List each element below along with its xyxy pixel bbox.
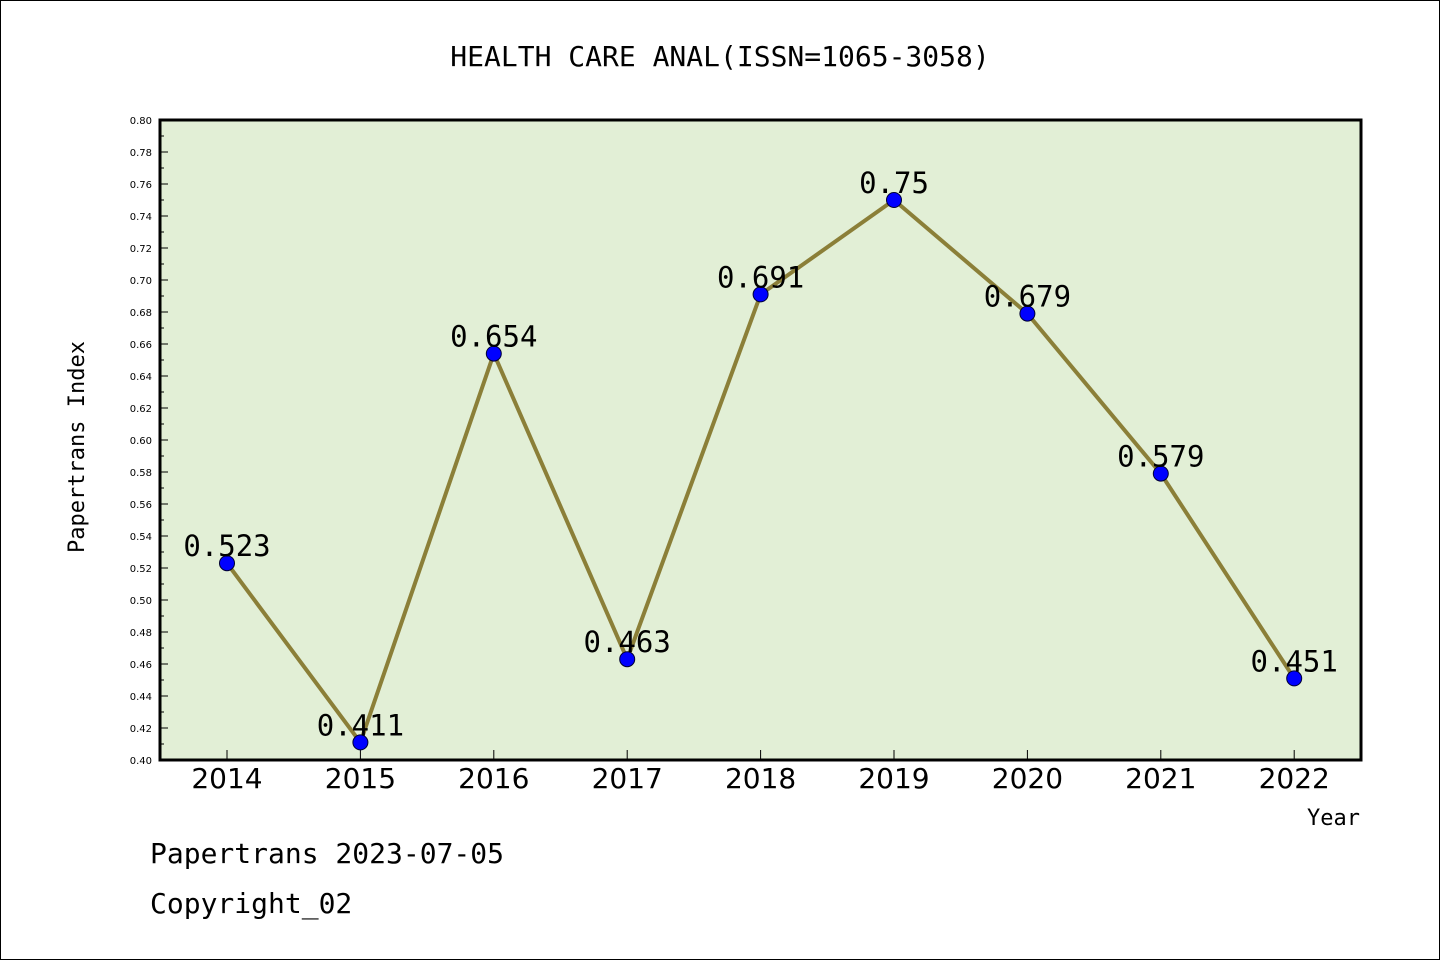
x-tick-label: 2015 (325, 762, 396, 795)
data-point (886, 192, 902, 208)
x-tick-label: 2022 (1259, 762, 1330, 795)
data-label: 0.654 (450, 320, 537, 354)
data-point (1152, 465, 1169, 482)
x-axis: 2014 2015 2016 2017 2018 2019 2020 2021 2022 (191, 750, 1330, 795)
y-tick-label: 0.62 (130, 404, 152, 415)
y-tick-label: 0.58 (130, 468, 152, 479)
y-tick-label: 0.60 (130, 436, 152, 447)
y-tick-label: 0.70 (130, 276, 152, 287)
data-point (752, 286, 769, 303)
data-point (619, 651, 636, 668)
data-label: 0.411 (317, 708, 404, 742)
y-tick-label: 0.46 (130, 660, 152, 671)
x-axis-label: Year (1307, 806, 1360, 831)
x-tick-label: 2014 (191, 762, 262, 795)
data-label: 0.451 (1251, 644, 1338, 678)
y-tick-label: 0.68 (130, 308, 152, 319)
y-tick-label: 0.72 (130, 244, 152, 255)
y-tick-label: 0.74 (130, 212, 152, 223)
y-axis: 0.40 0.42 0.44 0.46 0.48 0.50 0.52 0.54 0.56 0.58… (130, 116, 168, 767)
data-label: 0.679 (984, 280, 1071, 314)
footer-copyright: Copyright_02 (150, 887, 352, 921)
footer-date: Papertrans 2023-07-05 (150, 837, 504, 870)
y-tick-label: 0.50 (130, 596, 152, 607)
data-point (219, 555, 235, 572)
y-tick-label: 0.52 (130, 564, 152, 575)
x-tick-label: 2016 (458, 762, 529, 795)
y-axis-label: Papertrans Index (65, 341, 90, 553)
chart-title: HEALTH CARE ANAL(ISSN=1065-3058) (450, 40, 989, 73)
data-label: 0.75 (859, 166, 929, 200)
data-label: 0.579 (1117, 440, 1204, 474)
data-point (1286, 670, 1303, 687)
x-tick-label: 2020 (992, 762, 1063, 795)
data-label: 0.691 (717, 260, 804, 294)
x-tick-label: 2019 (858, 762, 929, 795)
y-tick-label: 0.54 (130, 532, 152, 543)
data-label: 0.523 (183, 529, 270, 563)
x-tick-label: 2018 (725, 762, 796, 795)
x-tick-label: 2017 (592, 762, 663, 795)
data-label: 0.463 (584, 625, 671, 659)
y-tick-label: 0.56 (130, 500, 152, 511)
data-point (352, 734, 369, 751)
y-tick-label: 0.44 (130, 692, 152, 703)
y-tick-label: 0.42 (130, 724, 152, 735)
plot-area (158, 118, 1363, 762)
y-tick-label: 0.66 (130, 340, 152, 351)
y-tick-label: 0.76 (130, 180, 152, 191)
x-tick-label: 2021 (1125, 762, 1196, 795)
y-tick-label: 0.78 (130, 148, 152, 159)
y-tick-label: 0.80 (130, 116, 152, 127)
data-point (1019, 305, 1036, 322)
y-tick-label: 0.40 (130, 756, 152, 767)
data-point (485, 345, 502, 362)
y-tick-label: 0.48 (130, 628, 152, 639)
series-layer: 0.523 0.411 0.654 0.463 0.691 0.75 0.679 0.579 0… (183, 166, 1338, 751)
y-tick-label: 0.64 (130, 372, 152, 383)
